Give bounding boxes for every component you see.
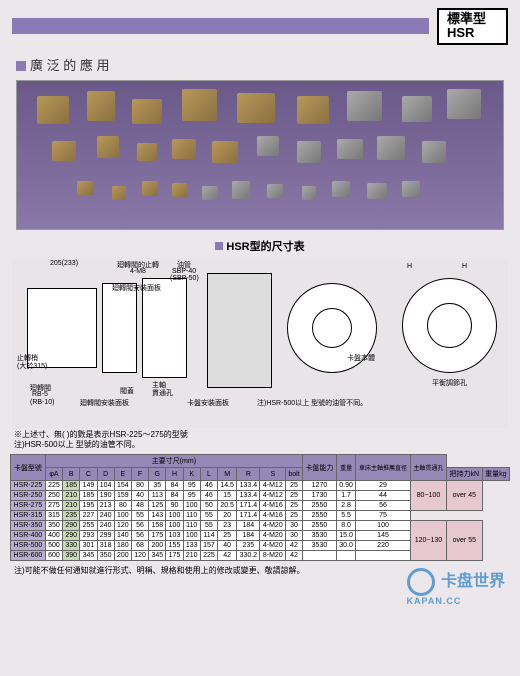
watermark: 卡盘世界 KAPAN.CC xyxy=(407,567,505,606)
logo-icon xyxy=(407,568,435,596)
square-icon xyxy=(215,242,223,250)
title-en: HSR xyxy=(447,26,486,40)
spec-table: 卡盤型號 主要寸尺(mm) 卡盤能力 重量 車床主軸推薦直徑 主軸貫通孔 φAB… xyxy=(10,454,510,561)
technical-diagram: 205(233) 廻轉閥的止轉 4-M8 油管 SBP-40 (SBP-50) … xyxy=(12,258,508,428)
diagram-notes: ※上述寸、無( )的數是表示HSR-225～275的型號 注)HSR-500以上… xyxy=(0,428,520,453)
product-photo xyxy=(16,80,504,230)
dimension-table: 卡盤型號 主要寸尺(mm) 卡盤能力 重量 車床主軸推薦直徑 主軸貫通孔 φAB… xyxy=(10,454,510,561)
header-line xyxy=(20,18,429,34)
title-jp: 標準型 xyxy=(447,12,486,26)
header: 標準型 HSR xyxy=(0,0,520,51)
accent-bar xyxy=(12,18,20,34)
square-icon xyxy=(16,61,26,71)
title-box: 標準型 HSR xyxy=(437,8,508,45)
diagram-title: HSR型的尺寸表 xyxy=(0,238,520,254)
section-title: 廣 泛 的 應 用 xyxy=(0,51,520,78)
